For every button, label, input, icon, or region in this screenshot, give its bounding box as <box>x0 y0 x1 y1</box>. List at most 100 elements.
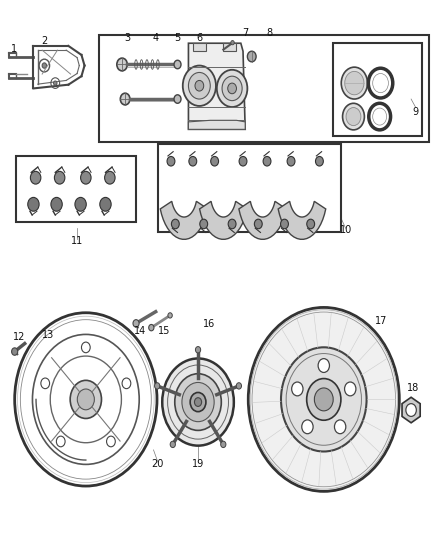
Circle shape <box>373 74 389 93</box>
Text: 4: 4 <box>152 33 159 43</box>
Text: 16: 16 <box>203 319 215 329</box>
Circle shape <box>195 346 201 353</box>
Polygon shape <box>160 201 208 239</box>
Text: 13: 13 <box>42 329 54 340</box>
Bar <box>193 43 206 51</box>
Circle shape <box>195 80 204 91</box>
Text: 12: 12 <box>13 332 25 342</box>
Circle shape <box>307 378 341 420</box>
Circle shape <box>57 436 65 447</box>
Text: 10: 10 <box>339 225 352 236</box>
Circle shape <box>189 157 197 166</box>
Circle shape <box>281 219 288 229</box>
Bar <box>99 35 428 142</box>
Circle shape <box>175 374 221 430</box>
Text: 6: 6 <box>196 33 202 43</box>
Circle shape <box>167 157 175 166</box>
Circle shape <box>228 83 237 94</box>
Circle shape <box>188 72 210 99</box>
Text: 20: 20 <box>152 459 164 469</box>
Text: 2: 2 <box>41 36 47 45</box>
Text: 18: 18 <box>407 383 420 393</box>
Circle shape <box>211 157 219 166</box>
Circle shape <box>190 392 206 411</box>
Circle shape <box>335 420 346 434</box>
Circle shape <box>254 219 262 229</box>
Circle shape <box>345 382 356 396</box>
Circle shape <box>235 52 238 55</box>
Circle shape <box>149 325 154 331</box>
Circle shape <box>194 398 201 407</box>
Circle shape <box>236 383 241 389</box>
Circle shape <box>120 93 130 105</box>
Polygon shape <box>200 201 247 239</box>
Circle shape <box>81 171 91 184</box>
Circle shape <box>42 63 46 68</box>
Circle shape <box>182 383 214 422</box>
Bar <box>16 156 136 222</box>
Polygon shape <box>188 43 245 130</box>
Circle shape <box>30 171 41 184</box>
Circle shape <box>75 197 86 211</box>
Circle shape <box>174 60 181 69</box>
Text: 11: 11 <box>71 236 83 246</box>
Polygon shape <box>278 201 326 239</box>
Text: 5: 5 <box>174 33 180 43</box>
Circle shape <box>346 108 361 126</box>
Circle shape <box>51 197 62 211</box>
Circle shape <box>200 219 208 229</box>
Circle shape <box>155 383 160 389</box>
Circle shape <box>100 197 111 211</box>
Circle shape <box>231 41 234 45</box>
Text: 15: 15 <box>158 326 171 336</box>
Bar <box>223 43 237 51</box>
Circle shape <box>41 378 49 389</box>
Circle shape <box>81 342 90 353</box>
Circle shape <box>248 308 399 491</box>
Circle shape <box>174 95 181 103</box>
Bar <box>158 144 341 232</box>
Text: 1: 1 <box>11 44 17 53</box>
Circle shape <box>247 51 256 62</box>
Circle shape <box>168 313 172 318</box>
Circle shape <box>345 71 364 95</box>
Text: 7: 7 <box>242 28 248 38</box>
Circle shape <box>12 348 18 356</box>
Circle shape <box>77 389 94 410</box>
Circle shape <box>53 81 57 85</box>
Polygon shape <box>402 397 420 423</box>
Circle shape <box>162 359 234 446</box>
Circle shape <box>54 171 65 184</box>
Circle shape <box>373 108 387 125</box>
Text: 8: 8 <box>266 28 272 38</box>
Circle shape <box>406 403 417 416</box>
Polygon shape <box>239 201 286 239</box>
Circle shape <box>171 219 179 229</box>
Circle shape <box>314 388 333 411</box>
Circle shape <box>318 359 329 373</box>
Circle shape <box>263 157 271 166</box>
Circle shape <box>217 70 247 107</box>
Circle shape <box>315 157 323 166</box>
Circle shape <box>233 50 240 58</box>
Circle shape <box>307 219 314 229</box>
Circle shape <box>122 378 131 389</box>
Circle shape <box>183 66 216 106</box>
Circle shape <box>292 382 303 396</box>
Circle shape <box>106 436 115 447</box>
Circle shape <box>222 76 242 101</box>
Circle shape <box>28 197 39 211</box>
Circle shape <box>281 348 367 451</box>
Circle shape <box>341 67 367 99</box>
Circle shape <box>70 381 102 418</box>
Circle shape <box>221 441 226 448</box>
Text: 9: 9 <box>413 107 419 117</box>
Circle shape <box>343 103 364 130</box>
Circle shape <box>170 441 175 448</box>
Circle shape <box>239 157 247 166</box>
Circle shape <box>133 320 139 327</box>
Text: 17: 17 <box>375 316 388 326</box>
Circle shape <box>117 58 127 71</box>
Circle shape <box>228 219 236 229</box>
Text: 19: 19 <box>192 459 204 469</box>
